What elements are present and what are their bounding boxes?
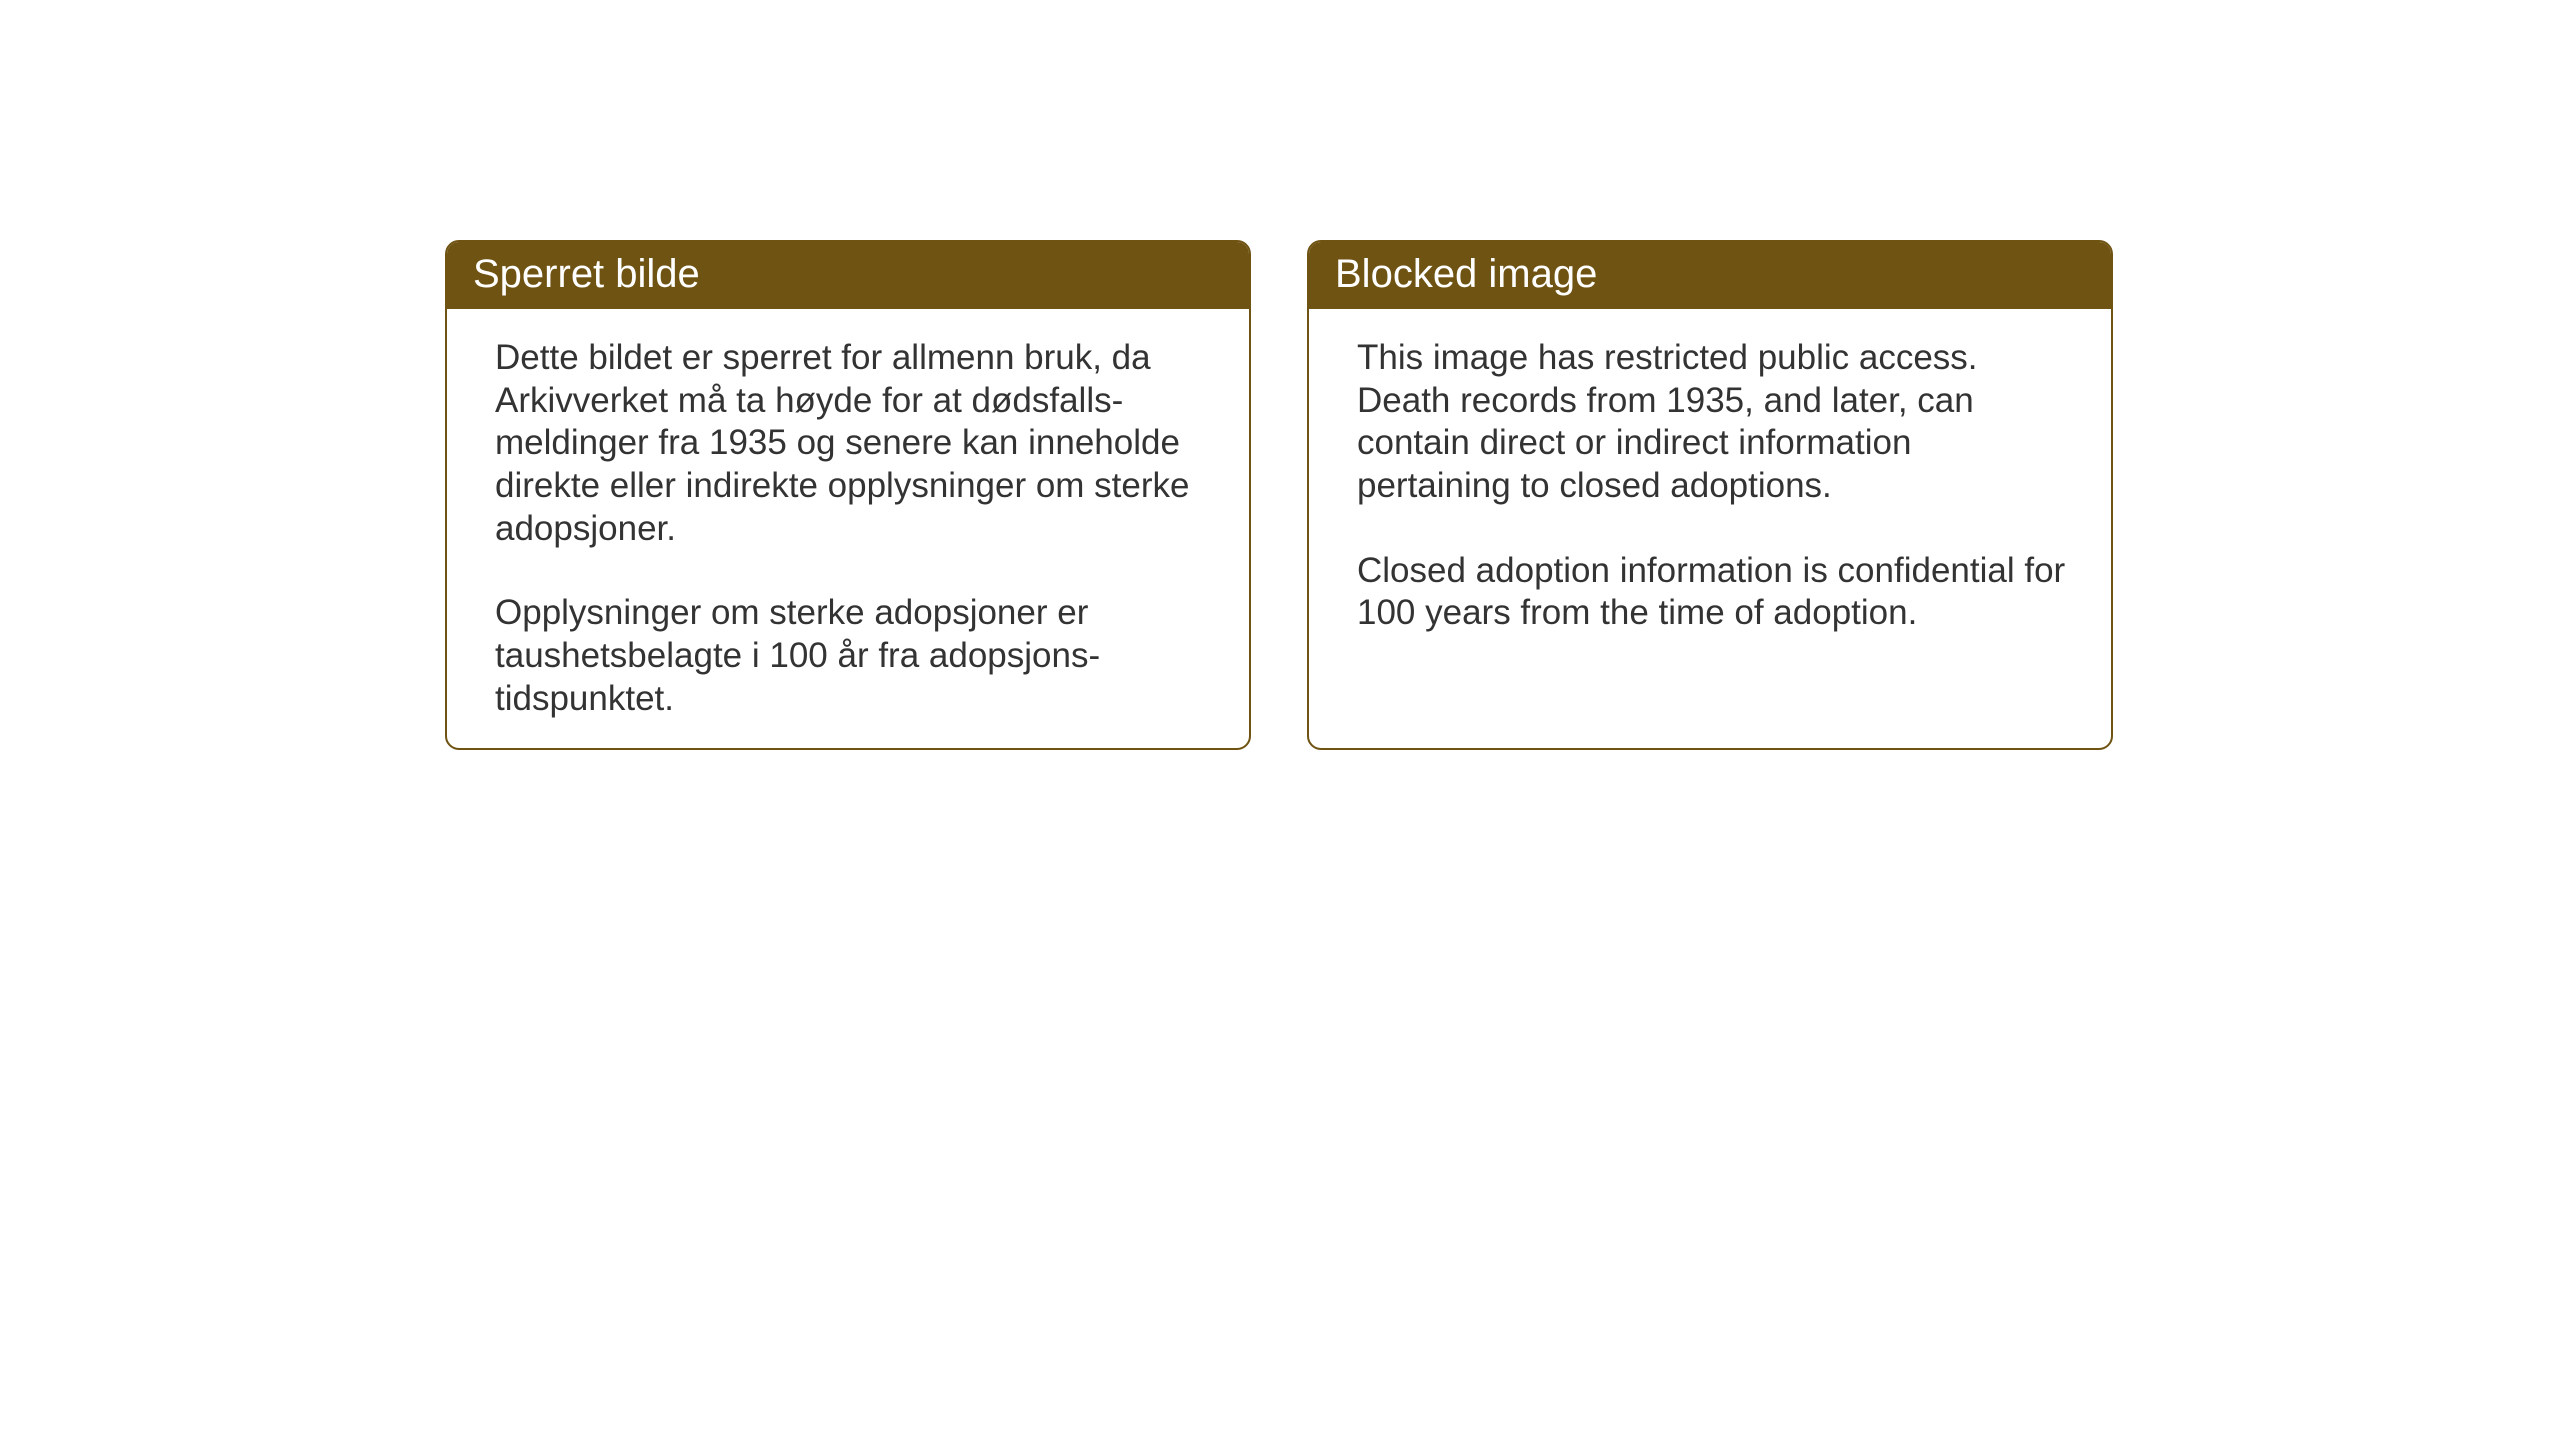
panel-norwegian: Sperret bilde Dette bildet er sperret fo… bbox=[445, 240, 1251, 750]
panel-english-paragraph-1: This image has restricted public access.… bbox=[1357, 337, 2067, 508]
panel-norwegian-body: Dette bildet er sperret for allmenn bruk… bbox=[447, 309, 1249, 750]
panel-english: Blocked image This image has restricted … bbox=[1307, 240, 2113, 750]
panel-norwegian-paragraph-2: Opplysninger om sterke adopsjoner er tau… bbox=[495, 592, 1205, 720]
panel-norwegian-header: Sperret bilde bbox=[447, 242, 1249, 309]
panel-norwegian-paragraph-1: Dette bildet er sperret for allmenn bruk… bbox=[495, 337, 1205, 550]
panel-english-header: Blocked image bbox=[1309, 242, 2111, 309]
panel-english-body: This image has restricted public access.… bbox=[1309, 309, 2111, 669]
panel-english-paragraph-2: Closed adoption information is confident… bbox=[1357, 550, 2067, 635]
panels-container: Sperret bilde Dette bildet er sperret fo… bbox=[445, 240, 2113, 750]
